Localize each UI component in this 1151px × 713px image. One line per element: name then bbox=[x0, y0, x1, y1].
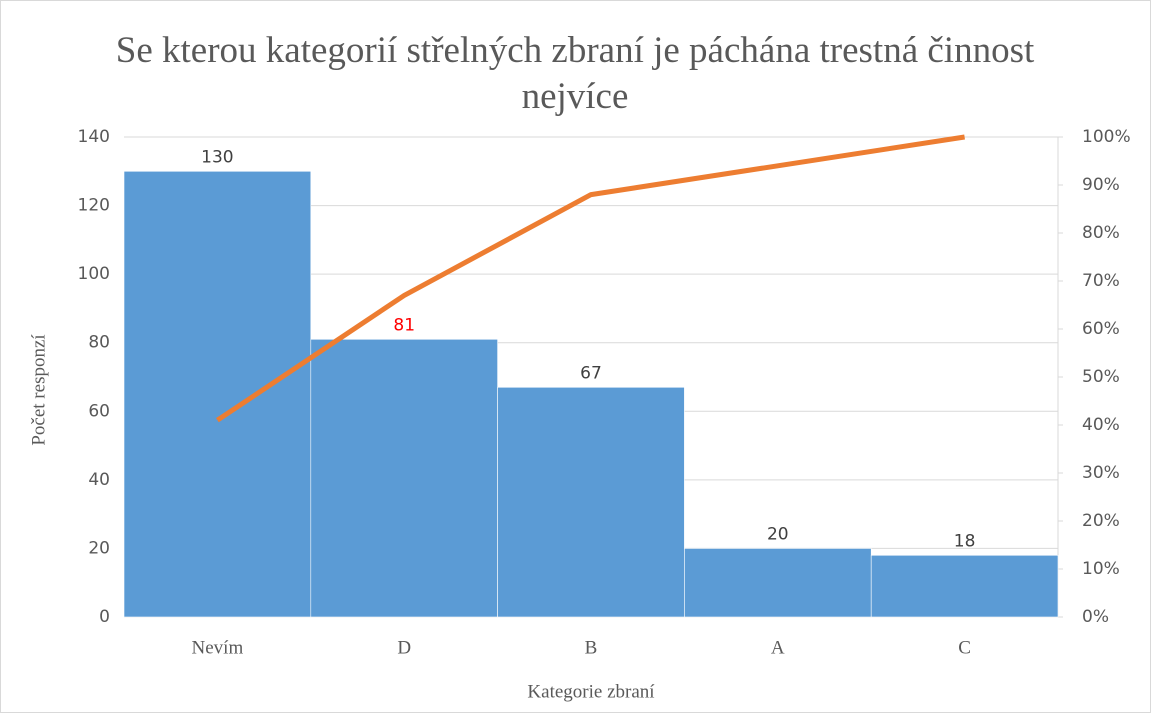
y2-tick-label: 90% bbox=[1082, 175, 1120, 195]
chart-title: Se kterou kategorií střelných zbraní je … bbox=[115, 30, 1035, 117]
x-tick-label: Nevím bbox=[192, 637, 244, 658]
x-tick-label: B bbox=[585, 637, 598, 658]
bar bbox=[123, 170, 312, 618]
y-tick-label: 40 bbox=[88, 470, 110, 490]
y2-tick-label: 70% bbox=[1082, 271, 1120, 291]
bar bbox=[497, 386, 685, 618]
data-label: 18 bbox=[954, 531, 976, 551]
y-tick-label: 60 bbox=[88, 401, 110, 421]
x-tick-label: C bbox=[958, 637, 971, 658]
y-axis-title: Počet responzí bbox=[28, 334, 49, 446]
y2-tick-label: 20% bbox=[1082, 511, 1120, 531]
y-tick-label: 20 bbox=[88, 538, 110, 558]
data-label: 67 bbox=[580, 363, 602, 383]
y-tick-label: 100 bbox=[78, 264, 110, 284]
data-label: 130 bbox=[201, 147, 233, 167]
x-axis-title: Kategorie zbraní bbox=[527, 681, 655, 702]
y2-tick-label: 100% bbox=[1082, 127, 1131, 147]
data-label: 81 bbox=[393, 315, 415, 335]
y-tick-label: 140 bbox=[78, 127, 110, 147]
y-tick-label: 120 bbox=[78, 196, 110, 216]
y-tick-label: 0 bbox=[99, 607, 110, 627]
bar bbox=[870, 554, 1059, 618]
y2-tick-label: 60% bbox=[1082, 319, 1120, 339]
y2-tick-label: 40% bbox=[1082, 415, 1120, 435]
y2-tick-label: 30% bbox=[1082, 463, 1120, 483]
y2-tick-label: 50% bbox=[1082, 367, 1120, 387]
x-tick-label: D bbox=[397, 637, 411, 658]
bar bbox=[310, 338, 498, 618]
y-tick-label: 80 bbox=[88, 333, 110, 353]
line bbox=[216, 134, 965, 423]
bar bbox=[684, 548, 872, 618]
y2-tick-label: 10% bbox=[1082, 559, 1120, 579]
data-label: 20 bbox=[767, 524, 789, 544]
x-tick-label: A bbox=[771, 637, 785, 658]
y2-tick-label: 80% bbox=[1082, 223, 1120, 243]
y2-tick-label: 0% bbox=[1082, 607, 1109, 627]
